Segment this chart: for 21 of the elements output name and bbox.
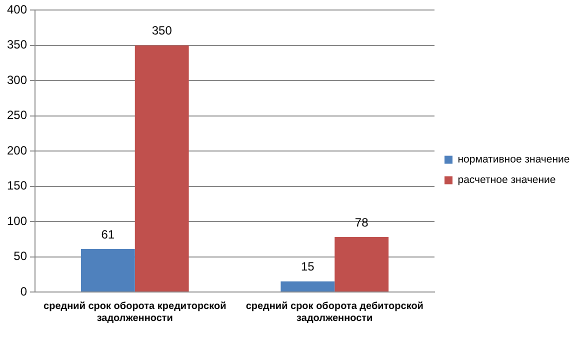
y-tick-label: 150	[6, 178, 28, 193]
y-tick-label: 50	[14, 249, 28, 264]
y-tick-label: 350	[6, 38, 28, 52]
y-tick-label: 200	[6, 143, 28, 158]
x-tick-label: средний срок оборота кредиторской задолженности	[44, 300, 226, 324]
bar	[334, 237, 389, 292]
legend-label: нормативное значение	[458, 154, 570, 166]
y-tick-label: 0	[20, 284, 28, 298]
bar	[80, 249, 135, 292]
bar	[134, 45, 189, 292]
y-tick-label: 250	[6, 108, 28, 122]
data-label: 61	[101, 227, 115, 242]
data-label: 78	[354, 215, 369, 230]
x-tick-label: средний срок оборота дебиторской задолженности	[246, 300, 424, 324]
data-label: 350	[152, 24, 172, 38]
bar	[280, 281, 335, 292]
legend-label: расчетное значение	[458, 174, 556, 186]
y-tick-label: 400	[6, 2, 28, 17]
data-label: 15	[300, 260, 315, 274]
y-tick-label: 300	[6, 72, 28, 87]
y-tick-label: 100	[6, 214, 28, 228]
